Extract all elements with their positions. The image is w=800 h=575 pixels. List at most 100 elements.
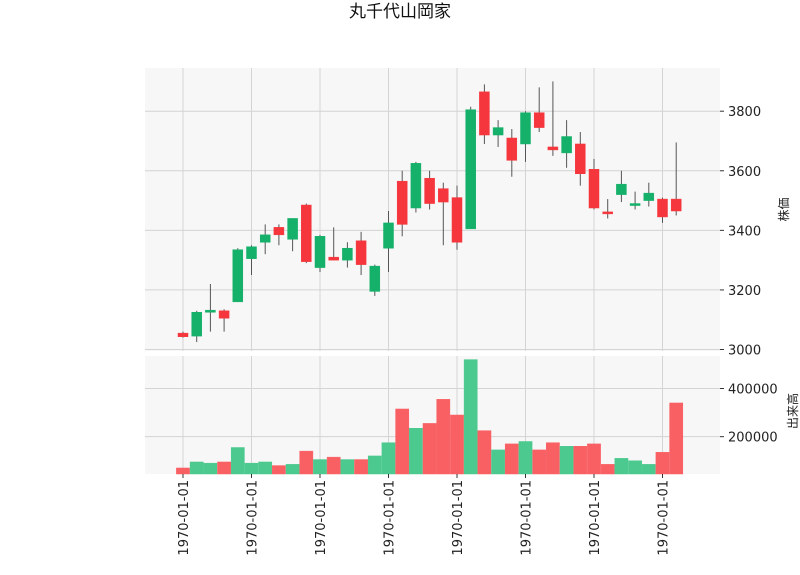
candle <box>547 81 559 156</box>
volume-bar <box>244 462 259 475</box>
candle <box>520 111 531 162</box>
x-tick-label: 1970-01-01 <box>246 480 261 556</box>
candle <box>287 218 298 252</box>
candle-body <box>287 218 298 240</box>
price-y-tick-label: 3600 <box>728 165 761 180</box>
x-tick-label: 1970-01-01 <box>451 480 466 556</box>
candle-body <box>561 136 572 154</box>
volume-bar <box>669 402 684 475</box>
volume-bar <box>381 442 396 475</box>
candle-body <box>410 163 422 209</box>
volume-bar <box>176 467 190 475</box>
price-panel: 3000 3200 3400 3600 3800 株価 <box>145 68 791 359</box>
volume-bar <box>491 449 505 475</box>
candle-body <box>643 192 655 201</box>
candle-body <box>588 169 600 209</box>
volume-bar <box>573 446 588 475</box>
volume-bar <box>477 430 492 475</box>
candle <box>424 170 435 210</box>
candle-body <box>616 183 627 195</box>
candle <box>410 161 422 213</box>
volume-bar <box>463 359 478 475</box>
candle-body <box>465 109 476 230</box>
candle <box>588 158 600 210</box>
candle <box>657 197 668 223</box>
volume-bar <box>203 462 218 475</box>
volume-bar <box>587 443 601 475</box>
candle <box>575 132 586 186</box>
x-axis-ticks: 1970-01-01 1970-01-01 1970-01-01 1970-01-01… <box>177 474 672 556</box>
price-panel-background <box>145 68 720 351</box>
candle-body <box>533 112 545 128</box>
candle <box>259 224 271 255</box>
candle <box>191 310 202 343</box>
volume-bar <box>354 459 368 475</box>
candle <box>205 283 216 332</box>
candle-body <box>218 310 230 319</box>
candle <box>643 182 655 207</box>
price-y-tick-label: 3400 <box>728 224 761 239</box>
volume-bar <box>504 443 519 475</box>
volume-bar <box>546 442 560 475</box>
candle <box>273 224 285 246</box>
volume-bars <box>176 359 684 475</box>
candle-body <box>575 143 586 175</box>
volume-bar <box>600 464 615 475</box>
candle-body <box>273 227 285 236</box>
candle-body <box>492 127 504 136</box>
candle-body <box>191 312 202 337</box>
candle <box>670 142 682 216</box>
candle-body <box>396 180 408 225</box>
x-tick-label: 1970-01-01 <box>383 480 398 556</box>
volume-bar <box>258 461 273 475</box>
candle-body <box>259 234 271 243</box>
candle-body <box>451 197 463 243</box>
candle <box>246 245 257 276</box>
volume-y-axis-label: 出来高 <box>785 393 800 429</box>
x-tick-label: 1970-01-01 <box>588 480 603 556</box>
volume-bar <box>230 447 245 475</box>
candle <box>328 227 339 261</box>
candle-body <box>355 240 367 265</box>
candle <box>602 199 613 219</box>
candle <box>177 331 189 338</box>
volume-bar <box>559 446 574 475</box>
candle <box>506 129 518 177</box>
volume-bar <box>655 452 670 475</box>
candle <box>451 185 463 250</box>
volume-bar <box>395 408 410 475</box>
volume-bar <box>367 455 382 475</box>
candle <box>629 191 641 210</box>
candle <box>492 120 504 147</box>
volume-bar <box>313 459 327 475</box>
candle-body <box>629 203 641 206</box>
volume-bar <box>422 423 437 475</box>
volume-bar <box>285 464 300 475</box>
price-candles <box>177 81 682 343</box>
x-tick-label: 1970-01-01 <box>520 480 535 556</box>
candle <box>314 234 326 273</box>
candle <box>616 170 627 203</box>
volume-bar <box>628 460 642 475</box>
candle-body <box>232 249 244 303</box>
volume-bar <box>532 449 547 475</box>
volume-bar <box>217 461 231 475</box>
volume-bar <box>518 441 533 475</box>
price-y-axis-label: 株価 <box>776 197 791 221</box>
price-y-tick-label: 3800 <box>728 105 761 120</box>
candle-body <box>479 91 490 136</box>
volume-bar <box>614 458 629 475</box>
candle-body <box>424 177 435 204</box>
candle <box>232 248 244 303</box>
price-y-ticks: 3000 3200 3400 3600 3800 <box>720 105 761 359</box>
volume-bar <box>340 459 355 475</box>
candle-body <box>670 198 682 212</box>
volume-bar <box>299 450 314 475</box>
candle-body <box>328 256 339 261</box>
candle <box>301 203 312 264</box>
candle <box>218 309 230 332</box>
candle-body <box>369 265 381 292</box>
candle-body <box>602 211 613 215</box>
candle <box>479 84 490 144</box>
